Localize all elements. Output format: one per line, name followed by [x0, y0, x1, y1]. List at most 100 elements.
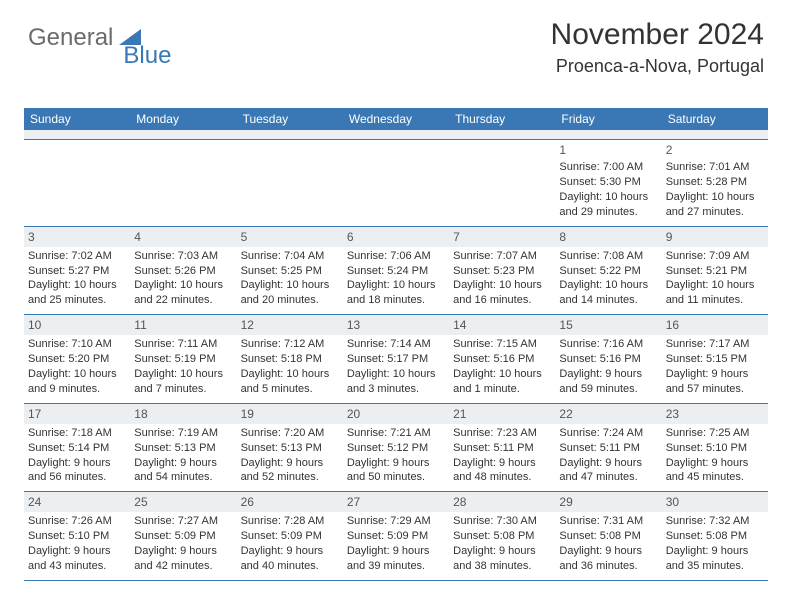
- sunrise-text: Sunrise: 7:19 AM: [134, 426, 232, 441]
- day-cell: 27Sunrise: 7:29 AMSunset: 5:09 PMDayligh…: [343, 492, 449, 580]
- day-number: 24: [24, 492, 130, 512]
- daylight-text: Daylight: 10 hours and 16 minutes.: [453, 278, 551, 308]
- daylight-text: Daylight: 10 hours and 11 minutes.: [666, 278, 764, 308]
- logo-text-blue: Blue: [123, 42, 171, 70]
- day-number: 26: [237, 492, 343, 512]
- week-row: 3Sunrise: 7:02 AMSunset: 5:27 PMDaylight…: [24, 227, 768, 316]
- day-cell: [343, 140, 449, 226]
- day-number: 18: [130, 404, 236, 424]
- sunset-text: Sunset: 5:12 PM: [347, 441, 445, 456]
- day-cell: 16Sunrise: 7:17 AMSunset: 5:15 PMDayligh…: [662, 315, 768, 403]
- sunset-text: Sunset: 5:08 PM: [453, 529, 551, 544]
- weekday-header: Monday: [130, 108, 236, 130]
- daylight-text: Daylight: 10 hours and 18 minutes.: [347, 278, 445, 308]
- day-cell: 8Sunrise: 7:08 AMSunset: 5:22 PMDaylight…: [555, 227, 661, 315]
- spacer-row: [24, 130, 768, 140]
- daylight-text: Daylight: 10 hours and 25 minutes.: [28, 278, 126, 308]
- day-cell: [237, 140, 343, 226]
- day-cell: 2Sunrise: 7:01 AMSunset: 5:28 PMDaylight…: [662, 140, 768, 226]
- sunrise-text: Sunrise: 7:17 AM: [666, 337, 764, 352]
- sunset-text: Sunset: 5:08 PM: [559, 529, 657, 544]
- weekday-header: Friday: [555, 108, 661, 130]
- day-number: 3: [24, 227, 130, 247]
- daylight-text: Daylight: 10 hours and 29 minutes.: [559, 190, 657, 220]
- month-title: November 2024: [551, 18, 764, 52]
- day-number: 28: [449, 492, 555, 512]
- sunrise-text: Sunrise: 7:31 AM: [559, 514, 657, 529]
- daylight-text: Daylight: 9 hours and 45 minutes.: [666, 456, 764, 486]
- sunrise-text: Sunrise: 7:20 AM: [241, 426, 339, 441]
- sunset-text: Sunset: 5:09 PM: [347, 529, 445, 544]
- sunset-text: Sunset: 5:13 PM: [241, 441, 339, 456]
- sunset-text: Sunset: 5:13 PM: [134, 441, 232, 456]
- day-cell: 6Sunrise: 7:06 AMSunset: 5:24 PMDaylight…: [343, 227, 449, 315]
- day-number: 13: [343, 315, 449, 335]
- day-cell: 18 Sunrise: 7:19 AMSunset: 5:13 PMDayligh…: [130, 404, 236, 492]
- sunset-text: Sunset: 5:25 PM: [241, 264, 339, 279]
- daylight-text: Daylight: 9 hours and 43 minutes.: [28, 544, 126, 574]
- sunset-text: Sunset: 5:22 PM: [559, 264, 657, 279]
- day-cell: 17Sunrise: 7:18 AMSunset: 5:14 PMDayligh…: [24, 404, 130, 492]
- day-cell: 29Sunrise: 7:31 AMSunset: 5:08 PMDayligh…: [555, 492, 661, 580]
- day-cell: [449, 140, 555, 226]
- day-cell: 15Sunrise: 7:16 AMSunset: 5:16 PMDayligh…: [555, 315, 661, 403]
- weekday-header: Tuesday: [237, 108, 343, 130]
- sunset-text: Sunset: 5:11 PM: [559, 441, 657, 456]
- weekday-header: Wednesday: [343, 108, 449, 130]
- day-number: 17: [24, 404, 130, 424]
- daylight-text: Daylight: 10 hours and 7 minutes.: [134, 367, 232, 397]
- sunrise-text: Sunrise: 7:26 AM: [28, 514, 126, 529]
- sunset-text: Sunset: 5:09 PM: [134, 529, 232, 544]
- daylight-text: Daylight: 9 hours and 54 minutes.: [134, 456, 232, 486]
- sunset-text: Sunset: 5:14 PM: [28, 441, 126, 456]
- day-number: 29: [555, 492, 661, 512]
- daylight-text: Daylight: 10 hours and 20 minutes.: [241, 278, 339, 308]
- daylight-text: Daylight: 9 hours and 42 minutes.: [134, 544, 232, 574]
- day-cell: 23Sunrise: 7:25 AMSunset: 5:10 PMDayligh…: [662, 404, 768, 492]
- daylight-text: Daylight: 9 hours and 38 minutes.: [453, 544, 551, 574]
- location-label: Proenca-a-Nova, Portugal: [551, 56, 764, 77]
- day-number: 10: [24, 315, 130, 335]
- day-cell: [24, 140, 130, 226]
- sunset-text: Sunset: 5:18 PM: [241, 352, 339, 367]
- day-number: 16: [662, 315, 768, 335]
- sunset-text: Sunset: 5:10 PM: [666, 441, 764, 456]
- sunrise-text: Sunrise: 7:18 AM: [28, 426, 126, 441]
- weekday-header-row: Sunday Monday Tuesday Wednesday Thursday…: [24, 108, 768, 130]
- sunrise-text: Sunrise: 7:06 AM: [347, 249, 445, 264]
- day-number: 6: [343, 227, 449, 247]
- day-cell: 26Sunrise: 7:28 AMSunset: 5:09 PMDayligh…: [237, 492, 343, 580]
- header: November 2024 Proenca-a-Nova, Portugal: [551, 18, 764, 77]
- daylight-text: Daylight: 9 hours and 57 minutes.: [666, 367, 764, 397]
- day-number: 27: [343, 492, 449, 512]
- sunrise-text: Sunrise: 7:28 AM: [241, 514, 339, 529]
- weekday-header: Sunday: [24, 108, 130, 130]
- day-number: 14: [449, 315, 555, 335]
- daylight-text: Daylight: 9 hours and 47 minutes.: [559, 456, 657, 486]
- daylight-text: Daylight: 9 hours and 35 minutes.: [666, 544, 764, 574]
- week-row: 1Sunrise: 7:00 AMSunset: 5:30 PMDaylight…: [24, 140, 768, 227]
- daylight-text: Daylight: 10 hours and 3 minutes.: [347, 367, 445, 397]
- daylight-text: Daylight: 10 hours and 27 minutes.: [666, 190, 764, 220]
- sunrise-text: Sunrise: 7:32 AM: [666, 514, 764, 529]
- sunset-text: Sunset: 5:09 PM: [241, 529, 339, 544]
- day-cell: 22Sunrise: 7:24 AMSunset: 5:11 PMDayligh…: [555, 404, 661, 492]
- day-number: 4: [130, 227, 236, 247]
- sunrise-text: Sunrise: 7:07 AM: [453, 249, 551, 264]
- day-number: 7: [449, 227, 555, 247]
- weekday-header: Saturday: [662, 108, 768, 130]
- weekday-header: Thursday: [449, 108, 555, 130]
- sunset-text: Sunset: 5:17 PM: [347, 352, 445, 367]
- sunrise-text: Sunrise: 7:00 AM: [559, 160, 657, 175]
- day-cell: 5Sunrise: 7:04 AMSunset: 5:25 PMDaylight…: [237, 227, 343, 315]
- sunrise-text: Sunrise: 7:09 AM: [666, 249, 764, 264]
- sunset-text: Sunset: 5:21 PM: [666, 264, 764, 279]
- sunrise-text: Sunrise: 7:14 AM: [347, 337, 445, 352]
- day-cell: 7 Sunrise: 7:07 AMSunset: 5:23 PMDaylight…: [449, 227, 555, 315]
- sunset-text: Sunset: 5:30 PM: [559, 175, 657, 190]
- sunset-text: Sunset: 5:23 PM: [453, 264, 551, 279]
- sunrise-text: Sunrise: 7:27 AM: [134, 514, 232, 529]
- day-cell: 21Sunrise: 7:23 AMSunset: 5:11 PMDayligh…: [449, 404, 555, 492]
- sunrise-text: Sunrise: 7:16 AM: [559, 337, 657, 352]
- daylight-text: Daylight: 9 hours and 59 minutes.: [559, 367, 657, 397]
